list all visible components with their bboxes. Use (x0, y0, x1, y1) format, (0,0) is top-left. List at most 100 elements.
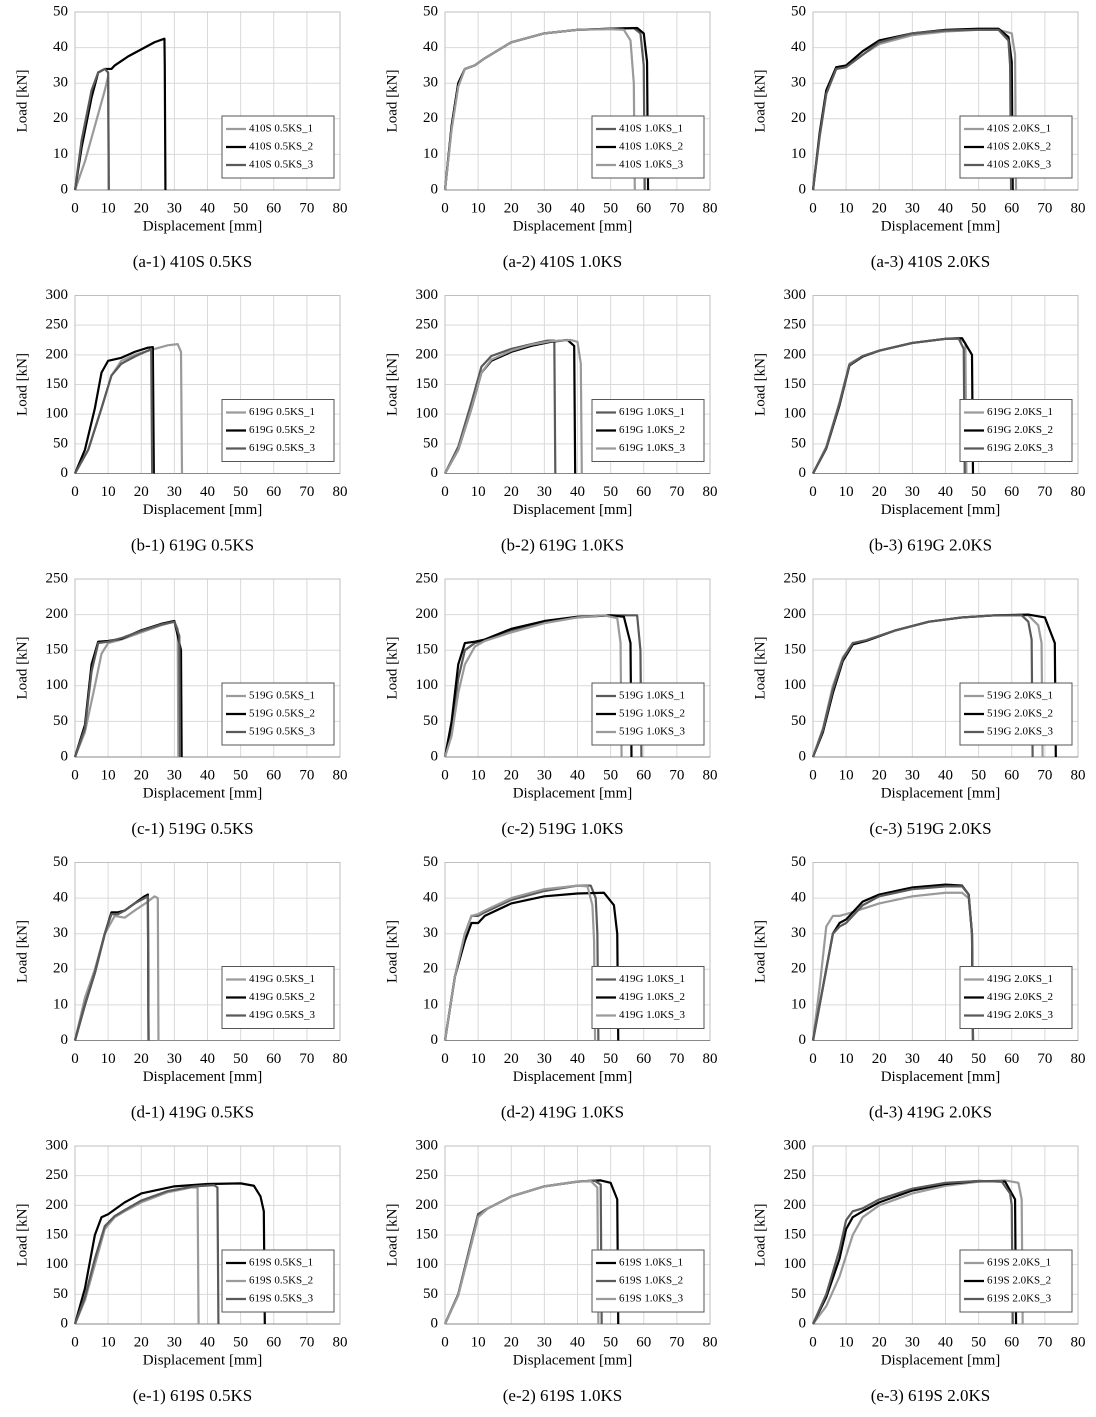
legend-label: 419G 1.0KS_3 (619, 1009, 686, 1021)
data-line (811, 28, 1013, 191)
x-tick-label: 50 (971, 1051, 986, 1067)
data-line (812, 337, 966, 475)
legend: 519G 1.0KS_1 519G 1.0KS_2 519G 1.0KS_3 (591, 682, 705, 746)
legend: 419G 0.5KS_1 419G 0.5KS_2 419G 0.5KS_3 (221, 966, 335, 1029)
y-axis-label: Load [kN] (752, 1204, 768, 1267)
x-tick-label: 50 (233, 200, 248, 216)
legend-label: 410S 2.0KS_3 (987, 159, 1052, 171)
x-tick-label: 80 (1071, 767, 1086, 783)
y-tick-label: 10 (53, 146, 68, 162)
x-tick-label: 40 (200, 200, 215, 216)
x-tick-label: 60 (266, 200, 281, 216)
data-line (811, 891, 975, 1041)
y-tick-label: 100 (46, 677, 69, 693)
legend-label: 619S 2.0KS_1 (987, 1257, 1051, 1269)
x-axis-label: Displacement [mm] (143, 218, 263, 234)
y-tick-label: 10 (53, 996, 68, 1012)
x-tick-label: 20 (504, 484, 519, 500)
x-tick-label: 0 (809, 767, 817, 783)
x-tick-label: 10 (839, 1334, 854, 1350)
y-tick-label: 150 (46, 642, 69, 658)
x-tick-label: 0 (809, 200, 817, 216)
x-tick-label: 60 (1004, 484, 1019, 500)
x-tick-label: 40 (570, 484, 585, 500)
x-tick-label: 10 (101, 200, 116, 216)
legend-label: 419G 1.0KS_2 (619, 991, 685, 1003)
y-tick-label: 30 (423, 925, 438, 941)
y-axis-label: Load [kN] (14, 353, 30, 416)
y-tick-label: 50 (53, 713, 68, 729)
x-axis-label: Displacement [mm] (513, 502, 633, 518)
x-tick-label: 70 (299, 767, 314, 783)
x-tick-label: 80 (333, 484, 348, 500)
x-tick-label: 80 (1071, 200, 1086, 216)
x-tick-label: 70 (669, 1051, 684, 1067)
x-axis-label: Displacement [mm] (143, 1352, 263, 1368)
y-tick-label: 50 (791, 435, 806, 451)
legend-label: 519G 0.5KS_2 (249, 708, 315, 720)
x-tick-label: 10 (471, 1334, 486, 1350)
chart-panel: 0 50 100 150 200 250 300 0 10 20 30 40 50 60 70 80 Displ… (14, 287, 347, 554)
legend-label: 619G 0.5KS_3 (249, 442, 316, 454)
x-tick-label: 50 (603, 484, 618, 500)
y-tick-label: 0 (431, 1315, 439, 1331)
x-tick-label: 10 (839, 484, 854, 500)
x-tick-label: 40 (200, 484, 215, 500)
x-axis-label: Displacement [mm] (143, 1069, 263, 1085)
x-tick-label: 30 (167, 200, 182, 216)
x-tick-label: 70 (669, 200, 684, 216)
x-tick-label: 80 (333, 1334, 348, 1350)
legend: 419G 1.0KS_1 419G 1.0KS_2 419G 1.0KS_3 (591, 966, 705, 1029)
y-tick-label: 10 (791, 146, 806, 162)
data-line (444, 338, 583, 475)
chart-panel: 0 10 20 30 40 50 0 10 20 30 40 50 60 70 80 Displacement… (14, 3, 347, 270)
x-tick-label: 0 (441, 1051, 449, 1067)
x-tick-label: 70 (669, 484, 684, 500)
legend-label: 519G 1.0KS_3 (619, 726, 686, 738)
x-tick-label: 0 (441, 1334, 449, 1350)
x-tick-label: 30 (905, 200, 920, 216)
legend-label: 619G 2.0KS_1 (987, 406, 1053, 418)
y-tick-label: 50 (423, 1286, 438, 1302)
legend-label: 519G 0.5KS_1 (249, 690, 315, 702)
legend-label: 419G 1.0KS_1 (619, 973, 685, 985)
y-tick-label: 250 (46, 1167, 69, 1183)
y-tick-label: 200 (46, 1197, 69, 1213)
x-tick-label: 60 (266, 1051, 281, 1067)
y-tick-label: 0 (799, 181, 807, 197)
y-tick-label: 150 (784, 1226, 807, 1242)
y-tick-label: 200 (784, 1197, 807, 1213)
legend-label: 619S 2.0KS_2 (987, 1275, 1051, 1287)
x-tick-label: 40 (200, 1334, 215, 1350)
x-tick-label: 0 (441, 484, 449, 500)
y-tick-label: 40 (791, 890, 806, 906)
legend: 419G 2.0KS_1 419G 2.0KS_2 419G 2.0KS_3 (959, 966, 1073, 1029)
y-axis-label: Load [kN] (384, 920, 400, 983)
x-tick-label: 30 (167, 1051, 182, 1067)
data-line (812, 337, 968, 474)
legend-label: 519G 1.0KS_2 (619, 708, 685, 720)
x-tick-label: 60 (1004, 200, 1019, 216)
legend: 619G 2.0KS_1 619G 2.0KS_2 619G 2.0KS_3 (959, 399, 1073, 462)
y-tick-label: 100 (416, 1256, 439, 1272)
data-line (443, 614, 623, 758)
data-line (73, 37, 167, 191)
x-tick-label: 70 (1037, 484, 1052, 500)
y-tick-label: 100 (416, 406, 439, 422)
data-line (443, 27, 636, 191)
y-tick-label: 150 (784, 642, 807, 658)
legend-label: 619S 1.0KS_2 (619, 1275, 683, 1287)
y-tick-label: 0 (61, 748, 69, 764)
y-axis-label: Load [kN] (14, 920, 30, 983)
data-line (812, 337, 975, 475)
chart-panel: 0 50 100 150 200 250 0 10 20 30 40 50 60 70 80 Displace… (14, 570, 347, 837)
y-tick-label: 30 (791, 925, 806, 941)
legend-label: 419G 0.5KS_3 (249, 1009, 316, 1021)
x-tick-label: 40 (938, 484, 953, 500)
x-tick-label: 70 (669, 767, 684, 783)
data-line (73, 1182, 266, 1325)
x-tick-label: 60 (1004, 1051, 1019, 1067)
x-tick-label: 10 (471, 1051, 486, 1067)
y-tick-label: 250 (416, 317, 439, 333)
